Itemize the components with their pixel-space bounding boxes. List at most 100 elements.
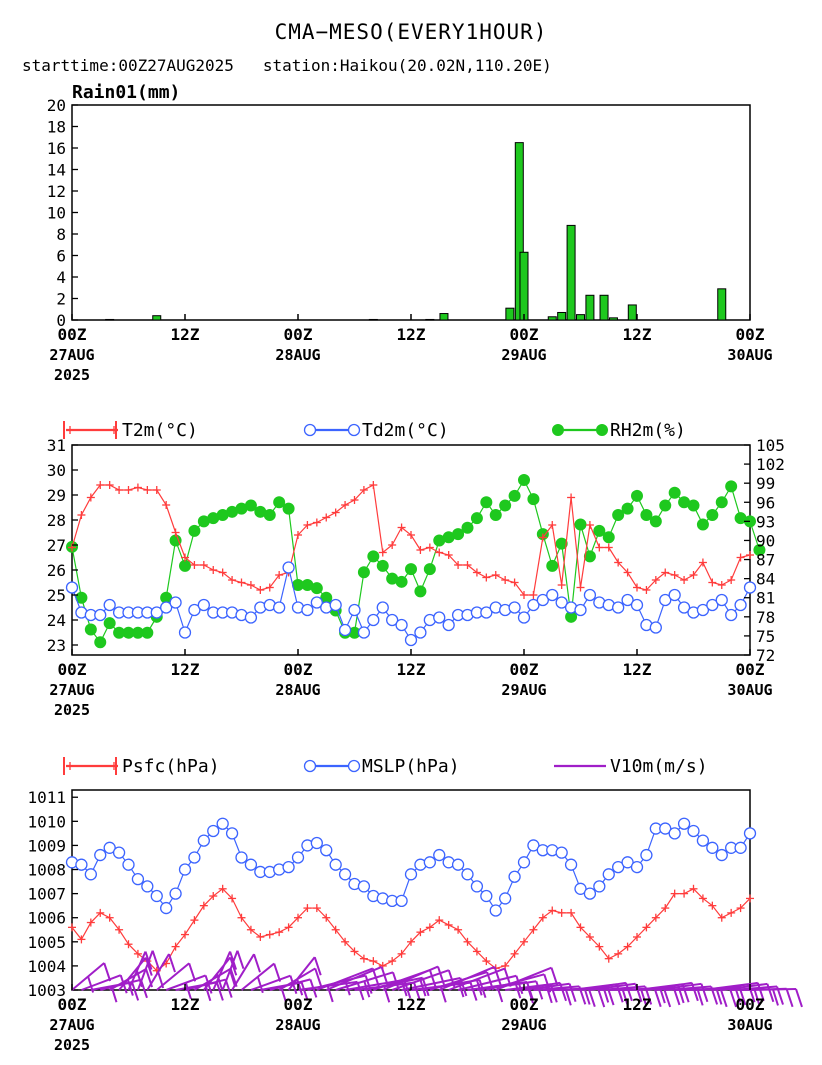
psfc-point: [199, 901, 208, 910]
psfc-point: [736, 904, 745, 913]
t2m-point: [717, 581, 726, 589]
psfc-point: [407, 937, 415, 946]
x-date-label: 29AUG: [501, 346, 546, 364]
psfc-point: [96, 908, 105, 917]
wind-barb-feather: [229, 970, 237, 987]
t2m-point: [746, 551, 754, 559]
t2m-point: [369, 481, 378, 489]
temp-y-tick-label: 28: [47, 511, 66, 530]
mslp-point: [216, 817, 229, 830]
wind-barb-feather: [583, 988, 591, 1005]
wind-barb-feather: [469, 982, 478, 1001]
mslp-point: [593, 880, 606, 893]
mslp-point: [499, 892, 512, 905]
psfc-point: [548, 906, 557, 915]
mslp-point: [169, 887, 182, 900]
rh2m-point: [461, 521, 474, 534]
td2m-point: [659, 593, 672, 607]
psfc-point: [331, 925, 340, 934]
psfc-point: [77, 935, 86, 944]
mslp-point: [433, 848, 446, 862]
wind-barb-shaft: [495, 966, 552, 991]
wind-barb-shaft: [438, 965, 495, 991]
rain-y-tick-label: 12: [47, 182, 66, 201]
rh2m-point: [188, 524, 201, 537]
wind-barb-feather: [413, 982, 421, 1001]
t2m-legend-label: T2m(°C): [122, 420, 198, 441]
rh2m-point: [282, 502, 295, 515]
psfc-point: [746, 894, 754, 903]
td2m-point: [367, 613, 380, 627]
t2m-point: [246, 581, 255, 589]
wind-barb-feather: [144, 957, 153, 976]
psfc-point: [520, 937, 528, 946]
rain-y-tick-label: 4: [56, 268, 66, 287]
v10m-legend-label: V10m(m/s): [610, 756, 708, 777]
wind-barb: [438, 965, 502, 991]
x-tick-label: 00Z: [510, 995, 539, 1014]
psfc-point: [294, 913, 302, 922]
td2m-point: [583, 588, 597, 602]
rain-bar: [439, 313, 449, 321]
td2m-point: [386, 613, 399, 627]
rain-y-tick-label: 10: [47, 204, 66, 223]
wind-barb-feather: [715, 988, 723, 1005]
psfc-point: [557, 908, 566, 917]
mslp-point: [461, 868, 474, 881]
wind-barb-shaft: [231, 953, 255, 991]
t2m-point: [529, 591, 538, 599]
x-date-label: 30AUG: [727, 1016, 772, 1034]
wind-barb-feather: [215, 982, 224, 1001]
td2m-point: [480, 606, 493, 619]
t2m-point: [209, 566, 218, 574]
wind-barb-shaft: [514, 981, 561, 991]
t2m-point: [548, 521, 557, 529]
rh2m-point: [687, 499, 700, 512]
wind-barb-feather: [364, 975, 373, 994]
td2m-point: [301, 603, 314, 617]
td2m-point: [621, 593, 634, 607]
psfc-point: [604, 954, 613, 963]
td2m-point: [244, 611, 258, 624]
t2m-point: [397, 523, 406, 532]
td2m-point: [612, 601, 625, 614]
td2m-point: [376, 601, 389, 614]
mslp-point: [696, 834, 710, 847]
t2m-point: [425, 543, 434, 552]
td2m-point: [348, 603, 361, 617]
rh2m-point: [94, 636, 107, 649]
wind-barb-feather: [719, 988, 728, 1008]
rh2m-point: [310, 582, 323, 595]
wind-barb-feather: [188, 962, 197, 982]
x-tick-label: 00Z: [510, 325, 539, 344]
td2m-point: [715, 593, 728, 607]
t2m-point: [407, 531, 415, 539]
psfc-point: [105, 913, 114, 922]
x-date-label: 28AUG: [275, 346, 320, 364]
psfc-point: [529, 925, 538, 934]
psfc-point: [359, 954, 368, 963]
rh-y-tick-label: 81: [756, 589, 775, 608]
wind-barb-shaft: [316, 967, 374, 991]
mslp-point: [197, 834, 210, 847]
psfc-point: [670, 889, 679, 898]
t2m-point: [623, 568, 632, 577]
x-tick-label: 12Z: [171, 660, 200, 679]
t2m-point: [520, 591, 528, 599]
mslp-point: [640, 848, 653, 862]
wind-barb-feather: [493, 966, 502, 986]
rain-bar: [368, 318, 378, 321]
mslp-point: [103, 841, 116, 854]
rain-bar: [425, 318, 435, 321]
x-tick-label: 12Z: [171, 325, 200, 344]
x-tick-label: 12Z: [171, 995, 200, 1014]
rh2m-legend-label: RH2m(%): [610, 420, 686, 441]
mslp-point: [404, 868, 418, 881]
mslp-point: [150, 889, 163, 903]
rh2m-point: [602, 531, 615, 544]
psfc-point: [416, 928, 425, 937]
t2m-point: [350, 496, 359, 504]
wind-barb-feather: [313, 956, 322, 976]
mslp-legend-label: MSLP(hPa): [362, 756, 460, 777]
psfc-point: [717, 913, 726, 922]
